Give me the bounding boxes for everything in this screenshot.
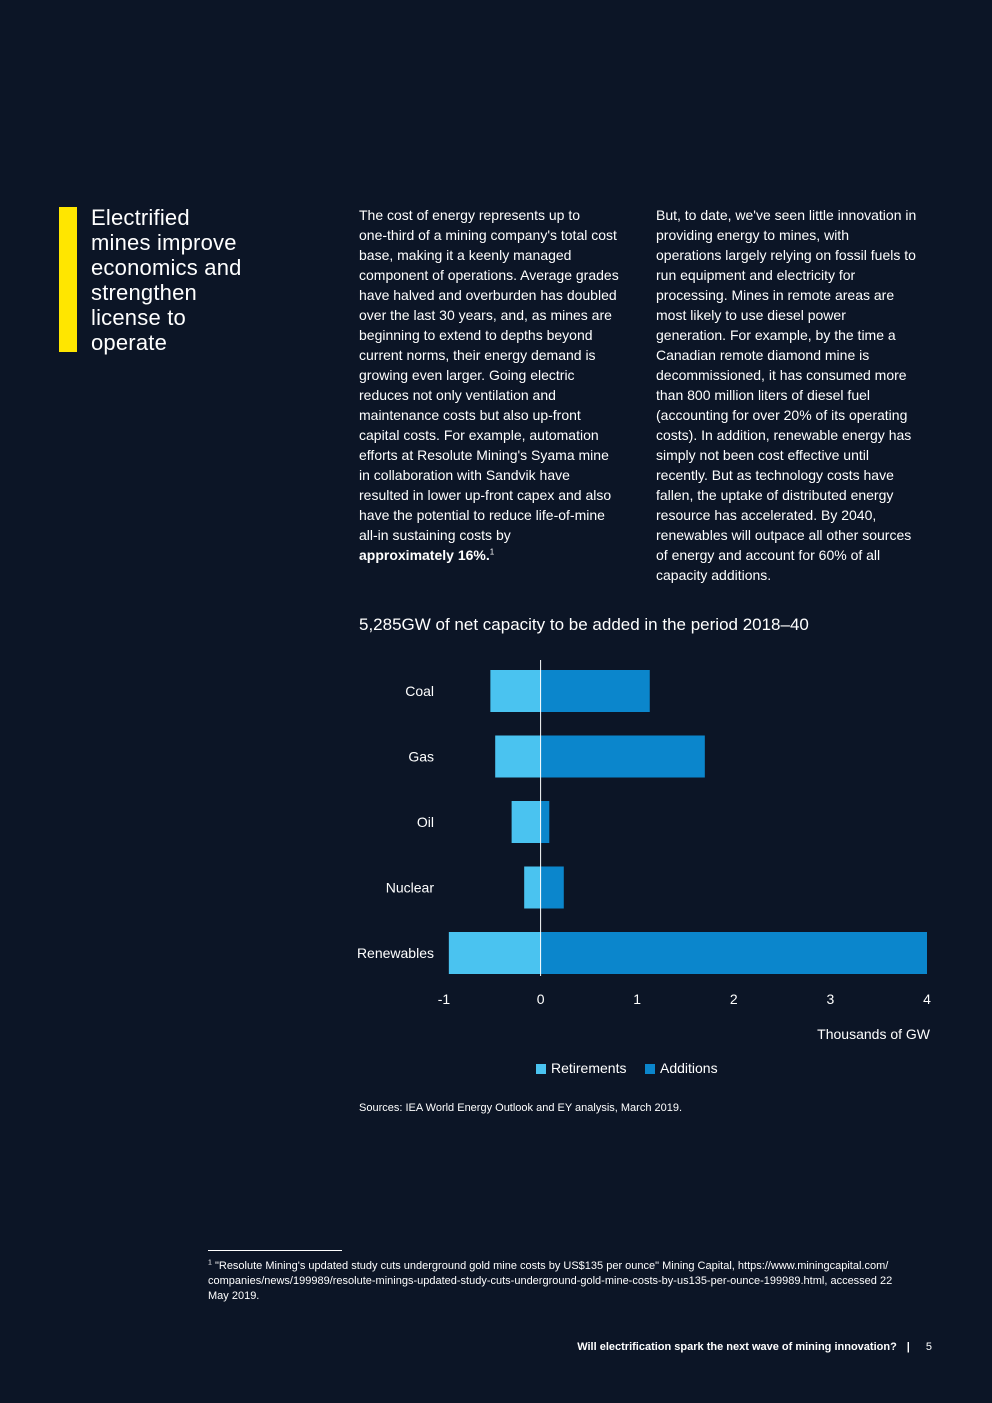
body-line: capital costs. For example, automation bbox=[359, 427, 599, 443]
body-line: have the potential to reduce life-of-min… bbox=[359, 507, 605, 523]
body-line: run equipment and electricity for bbox=[656, 267, 856, 283]
body-line: in collaboration with Sandvik have bbox=[359, 467, 570, 483]
body-line: all-in sustaining costs by bbox=[359, 527, 511, 543]
body-line: have halved and overburden has doubled bbox=[359, 287, 617, 303]
section-title-line: strengthen bbox=[91, 280, 197, 305]
bar-retirements-nuclear bbox=[524, 866, 541, 909]
bar-retirements-gas bbox=[495, 735, 541, 778]
category-label: Oil bbox=[417, 814, 434, 830]
body-column-2: But, to date, we've seen little innovati… bbox=[656, 205, 938, 585]
bar-additions-coal bbox=[540, 670, 650, 712]
body-line: costs). In addition, renewable energy ha… bbox=[656, 427, 912, 443]
x-tick-label: -1 bbox=[438, 991, 451, 1007]
body-line: decommissioned, it has consumed more bbox=[656, 367, 907, 383]
body-line: capacity additions. bbox=[656, 567, 772, 583]
category-label: Gas bbox=[408, 749, 434, 765]
section-title-line: Electrified bbox=[91, 205, 190, 230]
page-footer: Will electrification spark the next wave… bbox=[577, 1341, 932, 1353]
section-title-line: license to bbox=[91, 305, 186, 330]
bar-additions-nuclear bbox=[540, 866, 564, 909]
body-line: simply not been cost effective until bbox=[656, 447, 869, 463]
body-line: operations largely relying on fossil fue… bbox=[656, 247, 916, 263]
footnote: 1 "Resolute Mining's updated study cuts … bbox=[208, 1259, 938, 1304]
bar-additions-oil bbox=[540, 801, 550, 843]
body-line: (accounting for over 20% of its operatin… bbox=[656, 407, 908, 423]
body-line: resulted in lower up-front capex and als… bbox=[359, 487, 612, 503]
body-line: than 800 million liters of diesel fuel bbox=[656, 387, 871, 403]
category-label: Nuclear bbox=[386, 880, 435, 896]
footnote-line: May 2019. bbox=[208, 1290, 260, 1302]
body-line: efforts at Resolute Mining's Syama mine bbox=[359, 447, 609, 463]
body-line: component of operations. Average grades bbox=[359, 267, 619, 283]
body-line: Canadian remote diamond mine is bbox=[656, 347, 870, 363]
category-label: Coal bbox=[405, 683, 434, 699]
body-line: of energy and account for 60% of all bbox=[656, 547, 881, 563]
body-line: fallen, the uptake of distributed energy bbox=[656, 487, 894, 503]
body-column-1: The cost of energy represents up to one-… bbox=[359, 205, 641, 565]
legend-swatch-additions bbox=[645, 1064, 655, 1074]
chart-title: 5,285GW of net capacity to be added in t… bbox=[359, 615, 809, 634]
body-line: over the last 30 years, and, as mines ar… bbox=[359, 307, 612, 323]
body-line: The cost of energy represents up to bbox=[359, 207, 581, 223]
x-tick-label: 3 bbox=[827, 991, 835, 1007]
body-line: growing even larger. Going electric bbox=[359, 367, 575, 383]
bar-retirements-coal bbox=[490, 670, 541, 712]
footnote-line: companies/news/199989/resolute-minings-u… bbox=[208, 1275, 893, 1287]
x-axis-label: Thousands of GW bbox=[817, 1026, 931, 1042]
body-line: most likely to use diesel power bbox=[656, 307, 846, 323]
footnote-marker: 1 bbox=[208, 1259, 212, 1267]
body-line: reduces not only ventilation and bbox=[359, 387, 556, 403]
section-title-line: mines improve bbox=[91, 230, 237, 255]
section-title-line: economics and bbox=[91, 255, 242, 280]
body-line: processing. Mines in remote areas are bbox=[656, 287, 895, 303]
body-line: recently. But as technology costs have bbox=[656, 467, 894, 483]
chart-source: Sources: IEA World Energy Outlook and EY… bbox=[359, 1102, 683, 1114]
x-tick-label: 4 bbox=[923, 991, 931, 1007]
footer-title: Will electrification spark the next wave… bbox=[577, 1341, 897, 1353]
body-line: beginning to extend to depths beyond bbox=[359, 327, 593, 343]
body-line: current norms, their energy demand is bbox=[359, 347, 596, 363]
bar-retirements-oil bbox=[511, 801, 541, 843]
section-title-line: operate bbox=[91, 330, 168, 355]
footnote-line: "Resolute Mining's updated study cuts un… bbox=[214, 1260, 889, 1272]
body-line: base, making it a keenly managed bbox=[359, 247, 572, 263]
x-tick-label: 0 bbox=[537, 991, 545, 1007]
x-tick-label: 2 bbox=[730, 991, 738, 1007]
footnote-divider bbox=[208, 1250, 342, 1251]
section-accent-bar bbox=[59, 207, 77, 352]
bar-retirements-renewables bbox=[448, 932, 541, 974]
footer-separator: | bbox=[906, 1341, 910, 1353]
legend-swatch-retirements bbox=[536, 1064, 546, 1074]
body-line: generation. For example, by the time a bbox=[656, 327, 896, 343]
capacity-bar-chart: Coal Gas Oil Nuclear Renewables -1 0 1 2 3 4 Thousa… bbox=[357, 660, 931, 1076]
legend-label-additions: Additions bbox=[660, 1060, 718, 1076]
bold-highlight: approximately 16%. bbox=[359, 547, 490, 563]
body-line: providing energy to mines, with bbox=[656, 227, 849, 243]
page-number: 5 bbox=[925, 1341, 932, 1353]
legend-label-retirements: Retirements bbox=[551, 1060, 626, 1076]
bar-additions-renewables bbox=[540, 932, 927, 974]
section-title: Electrified mines improve economics and … bbox=[91, 205, 291, 355]
body-line: one-third of a mining company's total co… bbox=[359, 227, 617, 243]
body-line: resource has accelerated. By 2040, bbox=[656, 507, 877, 523]
body-line: But, to date, we've seen little innovati… bbox=[656, 207, 917, 223]
category-label: Renewables bbox=[357, 945, 434, 961]
body-line: renewables will outpace all other source… bbox=[656, 527, 912, 543]
body-line: maintenance costs but also up-front bbox=[359, 407, 581, 423]
footnote-reference[interactable]: 1 bbox=[489, 547, 495, 557]
x-tick-label: 1 bbox=[633, 991, 641, 1007]
bar-additions-gas bbox=[540, 735, 705, 778]
